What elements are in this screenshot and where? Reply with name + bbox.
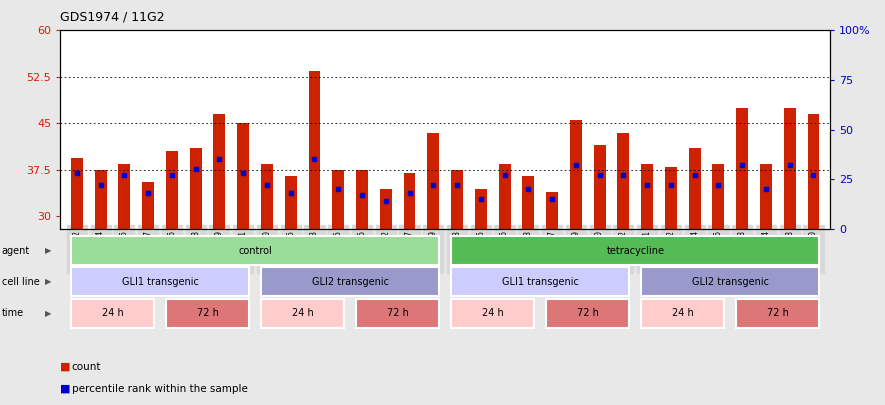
Text: GLI1 transgenic: GLI1 transgenic <box>121 277 198 287</box>
Text: percentile rank within the sample: percentile rank within the sample <box>72 384 248 394</box>
Bar <box>665 167 677 229</box>
Text: GLI2 transgenic: GLI2 transgenic <box>312 277 389 287</box>
Text: GLI2 transgenic: GLI2 transgenic <box>692 277 769 287</box>
Bar <box>642 164 653 229</box>
Text: 24 h: 24 h <box>481 309 504 318</box>
Bar <box>119 164 130 229</box>
Bar <box>522 176 535 229</box>
Text: ▶: ▶ <box>45 277 51 286</box>
Bar <box>689 148 701 229</box>
Bar <box>332 170 344 229</box>
Bar <box>498 164 511 229</box>
Text: 24 h: 24 h <box>292 309 313 318</box>
Bar <box>475 188 487 229</box>
Bar <box>142 182 154 229</box>
Bar <box>213 114 226 229</box>
Bar <box>594 145 605 229</box>
Bar <box>736 108 748 229</box>
Bar <box>309 71 320 229</box>
Bar <box>427 133 439 229</box>
Bar <box>784 108 796 229</box>
Bar <box>380 188 392 229</box>
Bar <box>356 170 368 229</box>
Bar <box>189 148 202 229</box>
Text: GLI1 transgenic: GLI1 transgenic <box>502 277 579 287</box>
Bar <box>261 164 273 229</box>
Text: ■: ■ <box>60 362 71 371</box>
Bar <box>404 173 415 229</box>
Text: 72 h: 72 h <box>196 309 219 318</box>
Text: tetracycline: tetracycline <box>606 246 665 256</box>
Text: 72 h: 72 h <box>767 309 789 318</box>
Bar <box>237 124 249 229</box>
Bar <box>95 170 106 229</box>
Bar <box>570 120 581 229</box>
Bar <box>546 192 558 229</box>
Bar <box>165 151 178 229</box>
Text: cell line: cell line <box>2 277 40 287</box>
Bar <box>712 164 725 229</box>
Text: ▶: ▶ <box>45 246 51 255</box>
Text: control: control <box>238 246 272 256</box>
Bar <box>807 114 820 229</box>
Text: GDS1974 / 11G2: GDS1974 / 11G2 <box>60 10 165 23</box>
Text: 24 h: 24 h <box>102 309 123 318</box>
Text: 24 h: 24 h <box>672 309 694 318</box>
Bar <box>71 158 83 229</box>
Bar <box>285 176 296 229</box>
Text: agent: agent <box>2 246 30 256</box>
Bar <box>451 170 463 229</box>
Text: time: time <box>2 309 24 318</box>
Text: ▶: ▶ <box>45 309 51 318</box>
Text: ■: ■ <box>60 384 71 394</box>
Text: 72 h: 72 h <box>387 309 409 318</box>
Text: 72 h: 72 h <box>577 309 598 318</box>
Bar <box>618 133 629 229</box>
Text: count: count <box>72 362 101 371</box>
Bar <box>760 164 772 229</box>
